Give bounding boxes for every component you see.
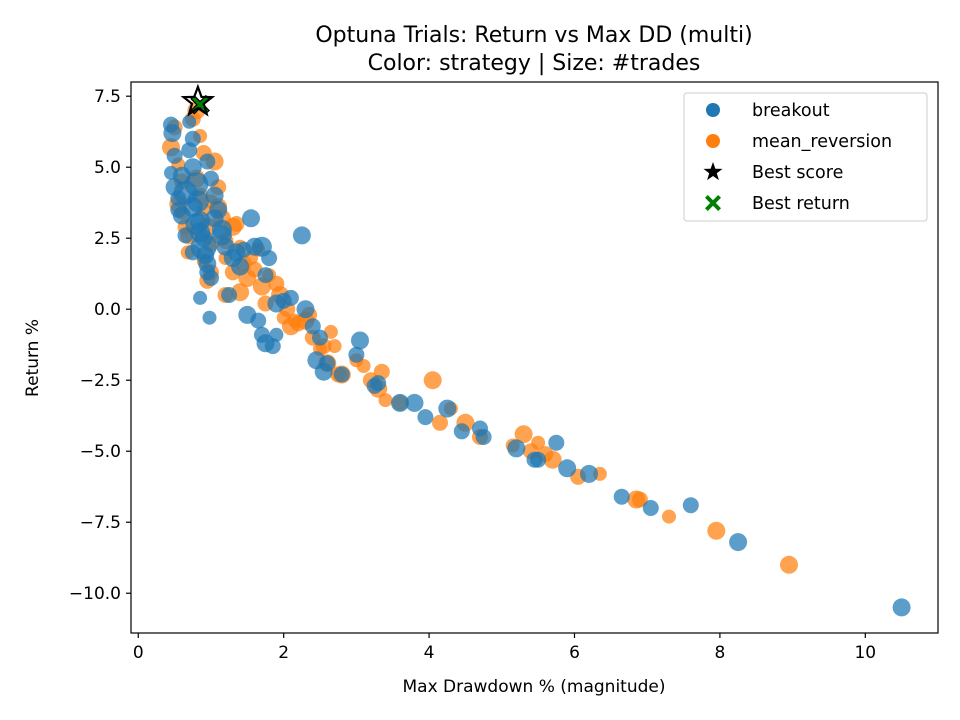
breakout-point <box>613 488 630 505</box>
mean_reversion-point <box>514 425 533 444</box>
y-tick-label: −10.0 <box>69 584 121 604</box>
breakout-point <box>348 346 365 363</box>
breakout-point <box>211 225 232 246</box>
x-tick-label: 2 <box>278 643 289 663</box>
breakout-point <box>682 497 699 514</box>
breakout-point <box>166 147 183 164</box>
legend-box <box>683 92 928 222</box>
chart-subtitle: Color: strategy | Size: #trades <box>368 51 701 76</box>
legend-marker-best-score <box>703 162 723 181</box>
x-tick-label: 4 <box>424 643 435 663</box>
breakout-point <box>729 533 748 552</box>
mean_reversion-point <box>327 339 342 354</box>
y-tick-label: −2.5 <box>80 371 121 391</box>
best-score-marker <box>180 83 216 117</box>
breakout-point <box>530 451 547 468</box>
breakout-point <box>558 459 577 478</box>
legend-label: mean_reversion <box>752 132 892 152</box>
breakout-point <box>391 393 409 412</box>
mean_reversion-point <box>531 435 546 450</box>
mean_reversion-point <box>543 450 562 469</box>
breakout-point <box>642 500 659 516</box>
y-tick-label: 2.5 <box>94 229 121 249</box>
breakout-point <box>205 209 224 228</box>
breakout-point <box>417 409 434 426</box>
breakout-point <box>264 338 281 355</box>
legend: breakout mean_reversion Best score Best ret… <box>683 92 928 222</box>
breakout-point <box>181 142 198 159</box>
breakout-point <box>333 366 350 383</box>
mean_reversion-point <box>423 371 442 390</box>
y-axis-label: Return % <box>23 319 43 397</box>
y-tick-label: 5.0 <box>94 158 121 178</box>
y-tick-label: −7.5 <box>80 513 121 533</box>
breakout-point <box>223 249 242 268</box>
legend-label: breakout <box>752 101 830 121</box>
breakout-point <box>892 598 911 617</box>
breakout-point <box>184 244 201 261</box>
breakout-point <box>257 267 274 284</box>
mean_reversion-point <box>662 509 676 524</box>
breakout-point <box>282 289 299 306</box>
mean_reversion-point <box>228 216 245 232</box>
breakout-point <box>182 197 203 217</box>
mean_reversion-point <box>432 414 448 431</box>
breakout-point <box>250 312 267 329</box>
breakout-point <box>269 327 284 342</box>
breakout-point <box>351 331 369 350</box>
breakout-point <box>580 464 598 483</box>
y-tick-label: −5.0 <box>80 442 121 462</box>
breakout-point <box>198 254 217 273</box>
breakout-point <box>405 393 424 412</box>
legend-marker-mean-reversion <box>706 134 720 148</box>
breakout-point <box>507 439 526 458</box>
axes: 0 2 4 6 8 10 7.5 5.0 2.5 0.0 −2.5 −5.0 −7.5 −10.0 <box>69 81 939 663</box>
legend-label: Best return <box>752 194 850 214</box>
breakout-point <box>199 153 216 170</box>
x-tick-label: 6 <box>569 643 580 663</box>
mean_reversion-point <box>631 491 648 508</box>
breakout-point <box>193 290 208 305</box>
breakout-point <box>370 375 387 392</box>
x-tick-label: 0 <box>133 643 144 663</box>
breakout-point <box>203 270 219 286</box>
y-tick-label: 0.0 <box>94 300 121 320</box>
breakout-point <box>296 300 315 319</box>
breakout-point <box>292 226 311 245</box>
breakout-point <box>438 399 457 418</box>
breakout-point <box>453 423 470 440</box>
breakout-point <box>261 250 278 267</box>
mean_reversion-point <box>378 393 393 408</box>
breakout-point <box>475 429 492 445</box>
plot-frame <box>130 81 939 634</box>
breakout-point <box>163 124 182 143</box>
breakout-point <box>170 201 187 218</box>
data-points <box>162 101 911 617</box>
breakout-point <box>221 287 238 303</box>
breakout-point <box>205 186 224 205</box>
breakout-point <box>182 114 197 129</box>
breakout-point <box>202 310 217 325</box>
breakout-point <box>312 329 328 346</box>
mean_reversion-point <box>780 555 798 574</box>
best-markers <box>180 83 216 117</box>
legend-marker-breakout <box>706 103 720 117</box>
mean_reversion-point <box>707 521 726 540</box>
chart-title: Optuna Trials: Return vs Max DD (multi) <box>315 23 752 48</box>
breakout-point <box>319 355 336 372</box>
x-tick-label: 8 <box>714 643 725 663</box>
breakout-point <box>242 209 260 228</box>
y-tick-label: 7.5 <box>94 87 121 107</box>
x-tick-label: 10 <box>854 643 876 663</box>
breakout-point <box>203 170 219 187</box>
x-axis-label: Max Drawdown % (magnitude) <box>402 677 665 697</box>
legend-label: Best score <box>752 163 843 183</box>
breakout-point <box>172 166 191 185</box>
breakout-point <box>548 434 565 451</box>
legend-marker-best-return <box>705 195 721 211</box>
